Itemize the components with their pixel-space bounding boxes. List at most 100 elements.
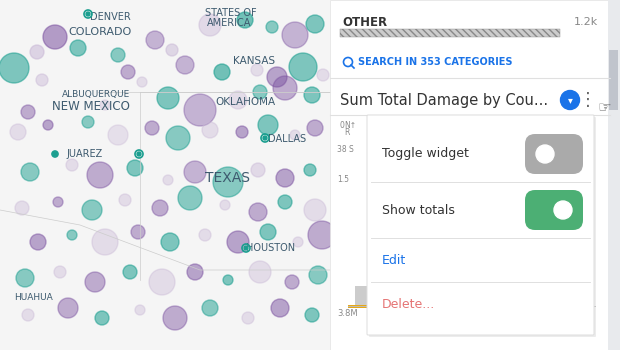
Text: ⋮: ⋮ bbox=[579, 91, 597, 109]
Circle shape bbox=[253, 85, 267, 99]
Circle shape bbox=[251, 64, 263, 76]
Circle shape bbox=[70, 40, 86, 56]
Circle shape bbox=[166, 126, 190, 150]
FancyBboxPatch shape bbox=[355, 286, 367, 306]
Circle shape bbox=[0, 53, 29, 83]
Circle shape bbox=[161, 233, 179, 251]
Circle shape bbox=[202, 300, 218, 316]
Circle shape bbox=[178, 186, 202, 210]
Text: 5.0M: 5.0M bbox=[402, 309, 422, 318]
Circle shape bbox=[199, 14, 221, 36]
Circle shape bbox=[285, 275, 299, 289]
Text: 38 S: 38 S bbox=[337, 145, 354, 154]
Circle shape bbox=[82, 200, 102, 220]
Circle shape bbox=[229, 91, 247, 109]
FancyBboxPatch shape bbox=[0, 0, 330, 350]
Circle shape bbox=[82, 116, 94, 128]
Circle shape bbox=[305, 308, 319, 322]
Circle shape bbox=[176, 56, 194, 74]
Text: N↑: N↑ bbox=[344, 121, 356, 130]
Circle shape bbox=[536, 145, 554, 163]
Circle shape bbox=[282, 22, 308, 48]
Circle shape bbox=[137, 152, 141, 156]
Circle shape bbox=[145, 121, 159, 135]
Text: ☞: ☞ bbox=[597, 100, 611, 116]
Circle shape bbox=[10, 124, 26, 140]
Circle shape bbox=[290, 130, 300, 140]
Circle shape bbox=[146, 31, 164, 49]
Circle shape bbox=[263, 136, 267, 140]
Circle shape bbox=[304, 164, 316, 176]
Text: JUAREZ: JUAREZ bbox=[66, 149, 102, 159]
Circle shape bbox=[131, 225, 145, 239]
FancyBboxPatch shape bbox=[385, 276, 397, 306]
Circle shape bbox=[227, 231, 249, 253]
Circle shape bbox=[242, 312, 254, 324]
Circle shape bbox=[263, 136, 267, 140]
Circle shape bbox=[244, 246, 248, 250]
Circle shape bbox=[43, 25, 67, 49]
Circle shape bbox=[53, 197, 63, 207]
Circle shape bbox=[54, 266, 66, 278]
Circle shape bbox=[16, 269, 34, 287]
Circle shape bbox=[267, 67, 287, 87]
Circle shape bbox=[184, 94, 216, 126]
Circle shape bbox=[135, 305, 145, 315]
Circle shape bbox=[237, 12, 253, 28]
Text: 6.3M: 6.3M bbox=[472, 309, 492, 318]
Text: OTHER: OTHER bbox=[342, 15, 387, 28]
Circle shape bbox=[236, 126, 248, 138]
Circle shape bbox=[258, 115, 278, 135]
Text: DALLAS: DALLAS bbox=[268, 134, 306, 144]
Text: Edit: Edit bbox=[382, 253, 406, 266]
Text: DENVER: DENVER bbox=[90, 12, 131, 22]
Circle shape bbox=[111, 48, 125, 62]
Circle shape bbox=[187, 264, 203, 280]
Circle shape bbox=[22, 309, 34, 321]
Circle shape bbox=[271, 299, 289, 317]
Circle shape bbox=[152, 200, 168, 216]
FancyBboxPatch shape bbox=[608, 0, 620, 350]
Circle shape bbox=[306, 15, 324, 33]
Text: Sum Total Damage by Cou...: Sum Total Damage by Cou... bbox=[340, 92, 548, 107]
Circle shape bbox=[119, 194, 131, 206]
Circle shape bbox=[100, 100, 110, 110]
Circle shape bbox=[560, 91, 580, 110]
Circle shape bbox=[184, 161, 206, 183]
FancyBboxPatch shape bbox=[369, 117, 596, 337]
Circle shape bbox=[163, 175, 173, 185]
Circle shape bbox=[293, 237, 303, 247]
Circle shape bbox=[85, 272, 105, 292]
Circle shape bbox=[249, 261, 271, 283]
Circle shape bbox=[157, 87, 179, 109]
Circle shape bbox=[273, 76, 297, 100]
FancyBboxPatch shape bbox=[330, 0, 610, 350]
Circle shape bbox=[30, 234, 46, 250]
Circle shape bbox=[309, 266, 327, 284]
Circle shape bbox=[66, 159, 78, 171]
Circle shape bbox=[213, 167, 243, 197]
Text: SEARCH IN 353 CATEGORIES: SEARCH IN 353 CATEGORIES bbox=[358, 57, 513, 67]
Circle shape bbox=[43, 120, 53, 130]
Circle shape bbox=[137, 77, 147, 87]
Circle shape bbox=[87, 162, 113, 188]
Circle shape bbox=[149, 269, 175, 295]
Text: STATES OF: STATES OF bbox=[205, 8, 257, 18]
Circle shape bbox=[304, 199, 326, 221]
Text: Delete...: Delete... bbox=[382, 298, 435, 310]
Text: 1.2k: 1.2k bbox=[574, 17, 598, 27]
Text: OKLAHOMA: OKLAHOMA bbox=[215, 97, 275, 107]
Circle shape bbox=[21, 105, 35, 119]
FancyBboxPatch shape bbox=[370, 268, 382, 306]
Text: ▾: ▾ bbox=[567, 95, 572, 105]
Circle shape bbox=[214, 64, 230, 80]
FancyBboxPatch shape bbox=[367, 115, 594, 335]
Circle shape bbox=[86, 12, 90, 16]
Text: HOUSTON: HOUSTON bbox=[246, 243, 295, 253]
Text: ALBUQUERQUE: ALBUQUERQUE bbox=[62, 90, 130, 98]
Circle shape bbox=[278, 195, 292, 209]
FancyBboxPatch shape bbox=[609, 50, 618, 110]
Circle shape bbox=[30, 45, 44, 59]
Text: 7.6M: 7.6M bbox=[542, 309, 562, 318]
Circle shape bbox=[15, 201, 29, 215]
